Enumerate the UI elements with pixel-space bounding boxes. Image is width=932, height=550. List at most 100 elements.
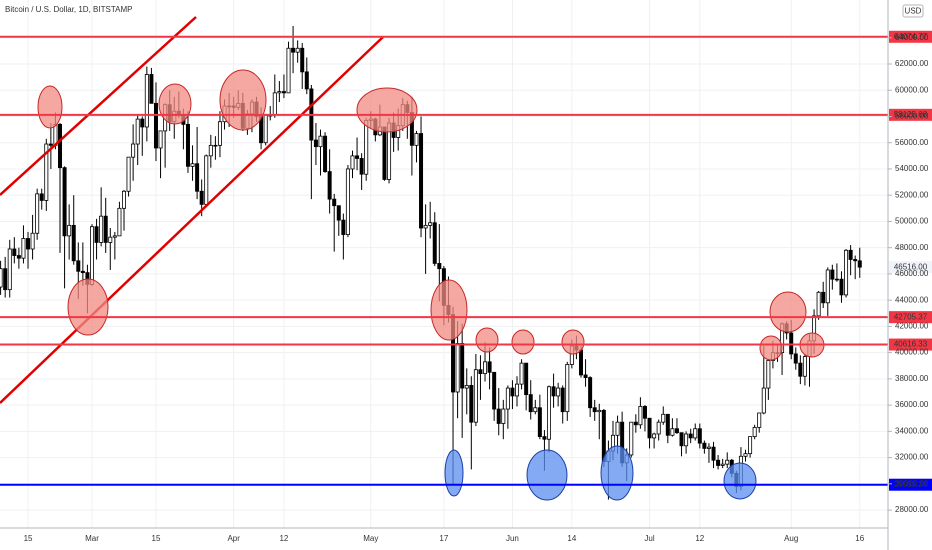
candle-body <box>300 47 305 73</box>
y-tick-label: 38000.00 <box>895 374 929 383</box>
x-tick-label: 12 <box>279 534 288 543</box>
y-tick-label: 60000.00 <box>895 85 929 94</box>
candle-body <box>720 463 725 466</box>
candle-body <box>647 417 652 439</box>
candle-body <box>551 386 556 397</box>
candle-body <box>848 249 853 260</box>
y-tick-label: 32000.00 <box>895 453 929 462</box>
candle-body <box>547 386 552 440</box>
candle-body <box>844 249 849 296</box>
candle-body <box>76 260 81 272</box>
y-tick-label: 64000.00 <box>895 33 929 42</box>
y-tick-label: 44000.00 <box>895 295 929 304</box>
highlight-circle <box>723 462 757 500</box>
y-tick-label: 54000.00 <box>895 164 929 173</box>
candle-body <box>560 387 565 413</box>
x-tick-label: Jul <box>644 534 654 543</box>
candle-body <box>743 453 748 457</box>
candle-body <box>857 260 862 268</box>
candle-body <box>190 163 195 167</box>
candle-body <box>62 167 67 237</box>
candle-body <box>67 224 72 237</box>
candle-body <box>71 224 76 262</box>
candle-body <box>58 123 63 169</box>
candle-body <box>419 133 424 229</box>
currency-label[interactable]: USD <box>905 7 922 16</box>
candle-body <box>26 238 31 250</box>
level-badge <box>889 338 932 351</box>
y-tick-label: 42000.00 <box>895 322 929 331</box>
candle-body <box>204 155 209 205</box>
candle-body <box>748 436 753 455</box>
candle-body <box>423 224 428 229</box>
candle-body <box>583 374 588 378</box>
candle-body <box>496 408 501 424</box>
level-label: 64074.77 <box>894 32 928 41</box>
candle-body <box>140 118 145 128</box>
candle-body <box>199 190 204 205</box>
candle-body <box>510 387 515 397</box>
x-tick-label: 14 <box>567 534 576 543</box>
y-tick-label: 56000.00 <box>895 138 929 147</box>
candle-body <box>615 421 620 436</box>
candle-body <box>711 446 716 461</box>
candle-body <box>94 226 99 243</box>
chart-title: Bitcoin / U.S. Dollar, 1D, BITSTAMP <box>5 5 132 14</box>
candle-body <box>12 248 17 256</box>
candle-body <box>185 123 190 167</box>
candle-body <box>674 428 679 434</box>
highlight-circle <box>444 449 464 497</box>
candle-body <box>716 459 721 466</box>
candle-body <box>469 385 474 423</box>
candle-body <box>295 47 300 53</box>
candle-body <box>460 343 465 389</box>
candle-body <box>679 432 684 447</box>
candle-body <box>592 407 597 413</box>
candle-body <box>414 133 419 146</box>
levels: 64074.77 58125.68 42705.37 40616.33 29933.24… <box>0 30 932 491</box>
candle-body <box>3 268 8 291</box>
level-label: 29933.24 <box>894 480 928 489</box>
candle-body <box>336 205 341 221</box>
candle-body <box>524 362 529 396</box>
x-tick-label: Jun <box>506 534 519 543</box>
candle-body <box>697 428 702 444</box>
candle-body <box>345 168 350 235</box>
highlight-circle <box>561 329 585 355</box>
candle-body <box>99 215 104 243</box>
candle-body <box>515 383 520 397</box>
candle-body <box>103 215 108 243</box>
x-tick-label: Aug <box>784 534 798 543</box>
candle-body <box>688 433 693 439</box>
candle-body <box>816 291 821 317</box>
candle-body <box>30 232 35 250</box>
candle-body <box>112 235 117 238</box>
candle-body <box>35 193 40 234</box>
currency-badge[interactable] <box>902 4 924 18</box>
candle-body <box>158 130 163 149</box>
candle-body <box>629 421 634 456</box>
highlight-circle <box>511 329 535 355</box>
trend-line <box>0 16 197 196</box>
highlight-circle <box>475 327 499 353</box>
axes: 28000.00 30000.00 32000.00 34000.00 36000.00… <box>24 33 929 543</box>
candle-body <box>684 433 689 447</box>
last-price-badge <box>889 261 932 274</box>
y-tick-label: 40000.00 <box>895 348 929 357</box>
x-tick-label: May <box>363 534 378 543</box>
candle-body <box>144 74 149 128</box>
candle-body <box>588 377 593 409</box>
candle-body <box>263 114 268 144</box>
candle-body <box>323 135 328 172</box>
candle-body <box>341 219 346 235</box>
candle-body <box>789 332 794 355</box>
candle-body <box>652 433 657 439</box>
candle-body <box>492 371 497 410</box>
highlight-circle <box>67 278 109 336</box>
candle-body <box>135 118 140 145</box>
highlight-circle <box>600 445 634 501</box>
highlight-circle <box>219 69 267 131</box>
level-badge <box>889 108 932 121</box>
